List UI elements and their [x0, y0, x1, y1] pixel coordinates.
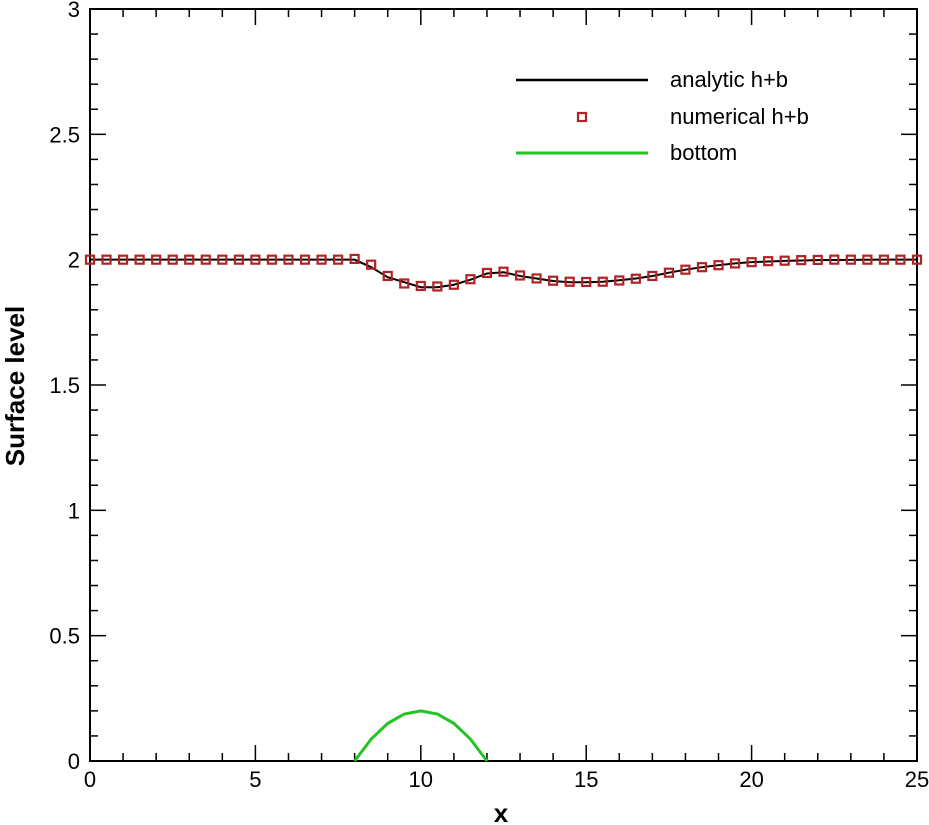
- data-point-marker: [200, 254, 211, 265]
- data-point-marker: [233, 254, 244, 265]
- data-point-marker: [448, 279, 459, 290]
- x-tick-label: 5: [249, 767, 261, 792]
- data-point-marker: [366, 259, 377, 270]
- x-tick-label: 25: [905, 767, 929, 792]
- x-tick-label: 15: [574, 767, 598, 792]
- data-point-marker: [763, 256, 774, 267]
- y-tick-label: 1: [68, 498, 80, 523]
- data-point-marker: [746, 257, 757, 268]
- y-tick-label: 1.5: [49, 373, 80, 398]
- data-point-marker: [382, 270, 393, 282]
- data-point-marker: [548, 275, 559, 286]
- y-axis-title: Surface level: [0, 306, 30, 466]
- data-point-marker: [812, 254, 823, 266]
- data-point-marker: [564, 276, 575, 287]
- data-point-marker: [779, 255, 790, 266]
- data-point-marker: [316, 254, 327, 265]
- data-point-marker: [597, 276, 608, 287]
- data-point-marker: [614, 275, 625, 286]
- data-point-marker: [630, 273, 641, 284]
- data-point-marker: [465, 274, 476, 285]
- data-point-marker: [432, 281, 443, 292]
- legend: analytic h+b numerical h+b bottom: [516, 67, 809, 165]
- data-point-marker: [134, 254, 145, 265]
- legend-label: analytic h+b: [670, 67, 788, 92]
- data-point-marker: [845, 254, 856, 265]
- data-point-marker: [895, 254, 906, 265]
- data-point-marker: [266, 254, 278, 265]
- x-axis-title: x: [494, 798, 509, 825]
- data-point-marker: [250, 254, 261, 265]
- x-tick-label: 20: [739, 767, 763, 792]
- data-point-marker: [680, 264, 691, 275]
- data-point-marker: [514, 270, 526, 281]
- data-point-marker: [151, 254, 162, 265]
- data-point-marker: [663, 267, 675, 278]
- y-tick-label: 0.5: [49, 624, 80, 649]
- data-point-marker: [581, 276, 592, 288]
- data-point-marker: [101, 254, 112, 265]
- data-point-marker: [167, 254, 178, 265]
- data-point-marker: [217, 254, 228, 265]
- x-tick-label: 0: [84, 767, 96, 792]
- y-tick-label: 3: [68, 0, 80, 22]
- data-point-marker: [415, 280, 426, 292]
- data-point-marker: [283, 254, 294, 265]
- data-point-marker: [117, 254, 129, 265]
- data-point-marker: [399, 278, 410, 289]
- data-point-marker: [498, 266, 509, 277]
- y-tick-label: 0: [68, 749, 80, 774]
- data-point-marker: [862, 254, 873, 265]
- data-point-marker: [878, 254, 890, 265]
- y-tick-label: 2: [68, 248, 80, 273]
- legend-label: bottom: [670, 140, 737, 165]
- data-point-marker: [184, 254, 195, 265]
- x-tick-label: 10: [409, 767, 433, 792]
- data-point-marker: [531, 273, 542, 284]
- data-point-marker: [796, 255, 807, 266]
- data-point-marker: [696, 262, 708, 273]
- data-point-marker: [333, 254, 344, 265]
- data-series: [84, 253, 923, 762]
- data-point-marker: [729, 258, 741, 269]
- series-line-analytic-h-b: [90, 258, 917, 289]
- data-point-marker: [713, 260, 724, 271]
- data-point-marker: [647, 270, 658, 282]
- y-tick-label: 2.5: [49, 122, 80, 147]
- legend-marker-swatch: [576, 111, 588, 123]
- data-point-marker: [481, 267, 493, 279]
- series-line-bottom: [353, 709, 489, 762]
- data-point-marker: [829, 254, 840, 265]
- data-point-marker: [349, 253, 360, 265]
- legend-label: numerical h+b: [670, 104, 809, 129]
- data-point-marker: [911, 254, 923, 265]
- axis-tick-labels: 0 5 10 15 20 25 0 0.5 1 1.5 2 2.5 3: [49, 0, 929, 792]
- data-point-marker: [84, 254, 96, 265]
- data-point-marker: [299, 254, 311, 265]
